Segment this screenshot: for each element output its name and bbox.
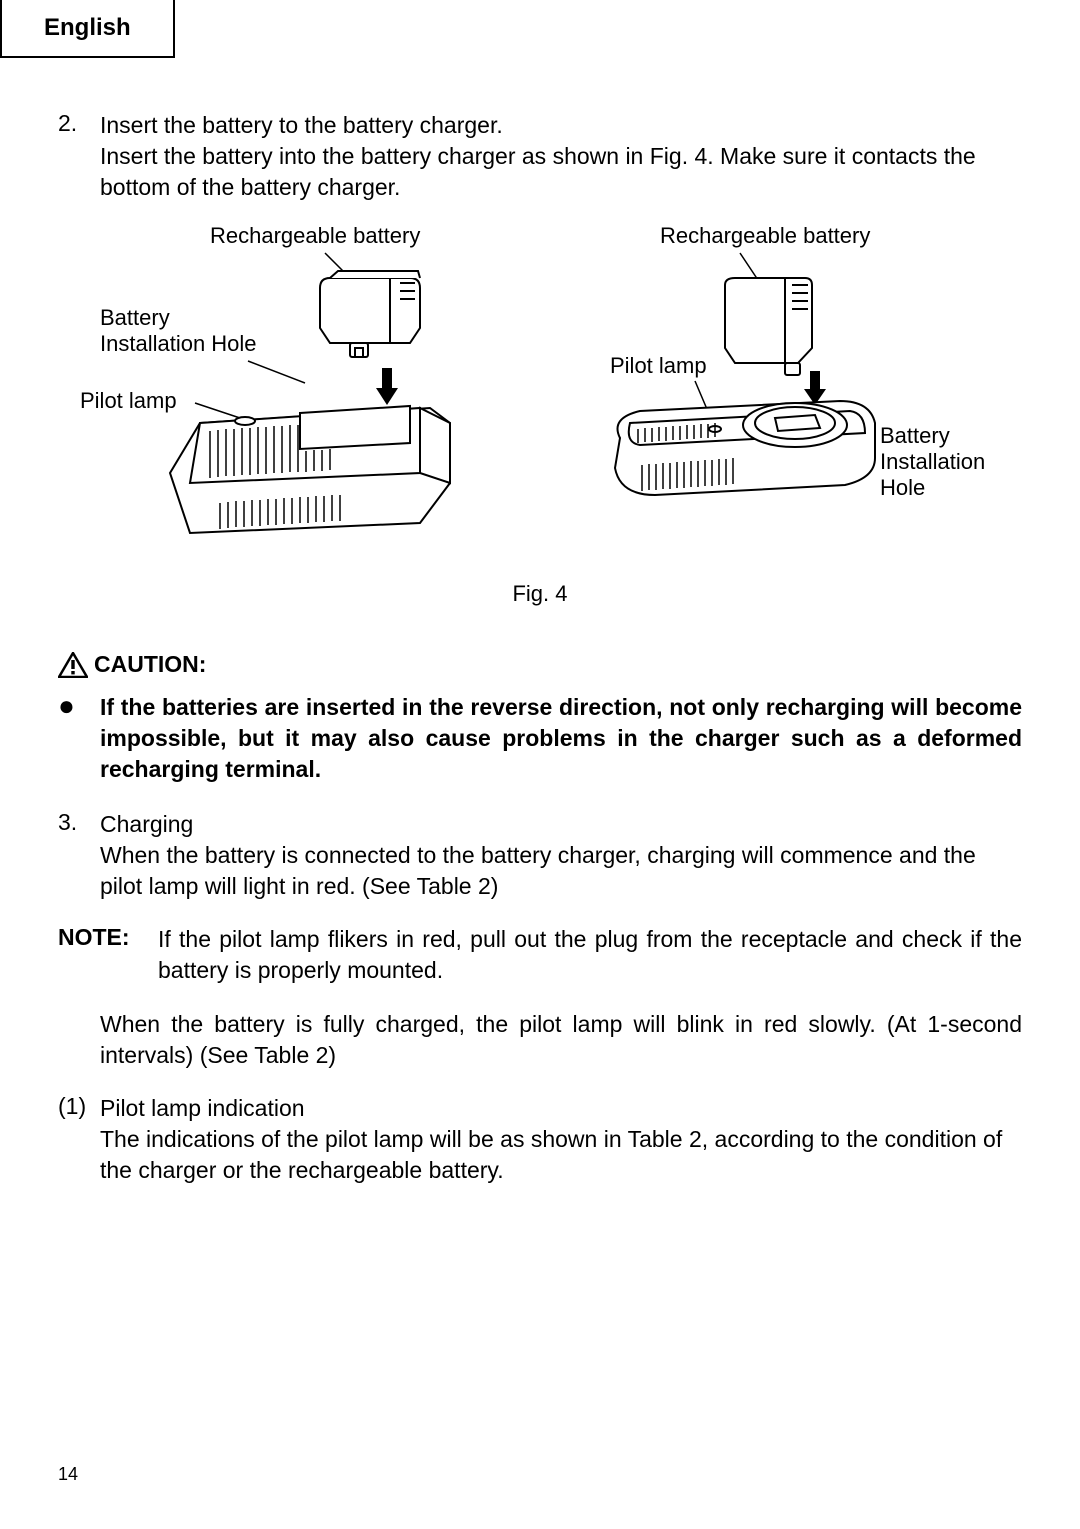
figure-caption: Fig. 4 bbox=[58, 581, 1022, 607]
caution-icon bbox=[58, 652, 88, 678]
label-install-hole-right-2: Installation bbox=[880, 449, 985, 475]
caution-heading: CAUTION: bbox=[58, 651, 1022, 678]
step-title: Insert the battery to the battery charge… bbox=[100, 112, 503, 138]
note-text: If the pilot lamp flikers in red, pull o… bbox=[158, 924, 1022, 986]
step-3: 3. Charging When the battery is connecte… bbox=[58, 809, 1022, 902]
step-number: 2. bbox=[58, 110, 100, 137]
label-pilot-right: Pilot lamp bbox=[610, 353, 707, 379]
page-number: 14 bbox=[58, 1464, 78, 1485]
step-title: Charging bbox=[100, 811, 193, 837]
label-install-hole-left-2: Installation Hole bbox=[100, 331, 257, 357]
label-rechargeable-left: Rechargeable battery bbox=[210, 223, 420, 249]
step-text: Insert the battery into the battery char… bbox=[100, 143, 976, 200]
step-2: 2. Insert the battery to the battery cha… bbox=[58, 110, 1022, 203]
sub-1: (1) Pilot lamp indication The indication… bbox=[58, 1093, 1022, 1186]
language-tab: English bbox=[0, 0, 175, 58]
caution-text: If the batteries are inserted in the rev… bbox=[100, 692, 1022, 785]
figure-4: Rechargeable battery Battery Installatio… bbox=[58, 223, 1022, 553]
caution-label: CAUTION: bbox=[94, 651, 206, 678]
step-body: Charging When the battery is connected t… bbox=[100, 809, 1022, 902]
step-number: 3. bbox=[58, 809, 100, 836]
sub-text: The indications of the pilot lamp will b… bbox=[100, 1126, 1002, 1183]
note-row: NOTE: If the pilot lamp flikers in red, … bbox=[58, 924, 1022, 986]
language-label: English bbox=[44, 14, 131, 41]
bullet-icon: ● bbox=[58, 692, 100, 720]
label-pilot-left: Pilot lamp bbox=[80, 388, 177, 414]
after-note-text: When the battery is fully charged, the p… bbox=[100, 1009, 1022, 1071]
figure-left-panel: Rechargeable battery Battery Installatio… bbox=[80, 223, 520, 553]
label-install-hole-right-3: Hole bbox=[880, 475, 925, 501]
label-rechargeable-right: Rechargeable battery bbox=[660, 223, 870, 249]
step-text: When the battery is connected to the bat… bbox=[100, 842, 976, 899]
label-install-hole-right-1: Battery bbox=[880, 423, 950, 449]
figure-right-panel: Rechargeable battery Pilot lamp Battery … bbox=[560, 223, 1000, 553]
step-body: Insert the battery to the battery charge… bbox=[100, 110, 1022, 203]
charger-illustration-right bbox=[560, 223, 1000, 553]
label-install-hole-left-1: Battery bbox=[100, 305, 170, 331]
sub-body: Pilot lamp indication The indications of… bbox=[100, 1093, 1022, 1186]
caution-bullet: ● If the batteries are inserted in the r… bbox=[58, 692, 1022, 785]
sub-number: (1) bbox=[58, 1093, 100, 1120]
page-content: 2. Insert the battery to the battery cha… bbox=[58, 110, 1022, 1194]
note-label: NOTE: bbox=[58, 924, 158, 951]
sub-title: Pilot lamp indication bbox=[100, 1095, 305, 1121]
